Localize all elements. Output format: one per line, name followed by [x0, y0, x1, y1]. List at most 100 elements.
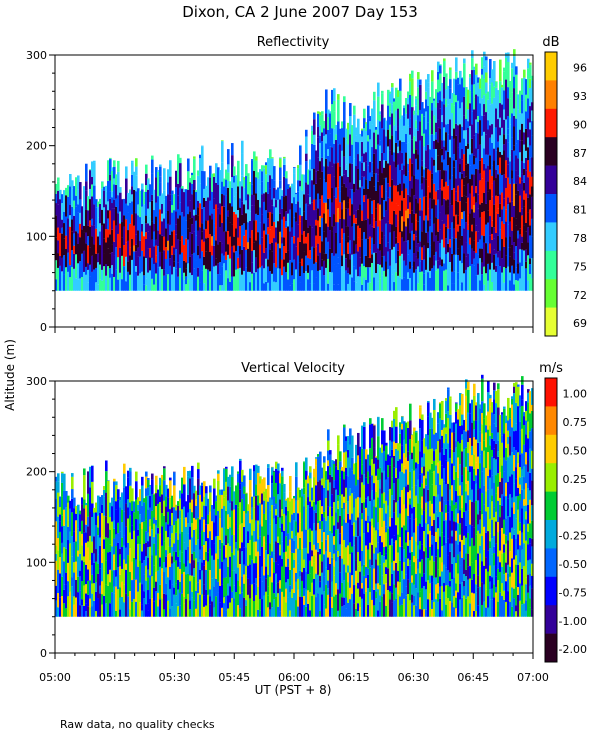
vertical-velocity-cell — [59, 531, 62, 558]
vertical-velocity-cell — [381, 472, 384, 494]
vertical-velocity-cell — [155, 534, 158, 556]
reflectivity-cell — [353, 139, 356, 159]
reflectivity-cell — [329, 248, 332, 272]
vertical-velocity-cell — [351, 575, 354, 594]
reflectivity-cell — [337, 222, 340, 242]
vertical-velocity-cell — [61, 482, 64, 497]
reflectivity-cell — [191, 172, 194, 176]
vertical-velocity-cell — [253, 563, 256, 584]
vertical-velocity-cell — [249, 540, 252, 556]
vertical-velocity-cell — [311, 556, 314, 567]
reflectivity-cell — [377, 281, 380, 291]
reflectivity-cell — [435, 172, 438, 192]
reflectivity-cell — [269, 212, 272, 230]
reflectivity-cell — [165, 195, 168, 213]
reflectivity-cell — [289, 260, 292, 286]
reflectivity-cell — [281, 243, 284, 260]
vertical-velocity-cell — [283, 483, 286, 493]
reflectivity-cell — [459, 284, 462, 291]
reflectivity-cell — [435, 260, 438, 271]
vertical-velocity-cell — [471, 455, 474, 467]
vertical-velocity-cell — [327, 466, 330, 480]
vertical-velocity-cell — [189, 508, 192, 527]
vertical-velocity-cell — [485, 557, 488, 569]
vertical-velocity-cell — [143, 574, 146, 592]
reflectivity-cell — [323, 128, 326, 136]
vertical-velocity-cell — [105, 516, 108, 538]
vertical-velocity-cell — [411, 440, 414, 453]
reflectivity-cell — [401, 129, 404, 142]
reflectivity-cell — [529, 171, 532, 195]
vertical-velocity-cell — [107, 498, 110, 524]
vertical-velocity-cell — [489, 425, 492, 436]
reflectivity-cell — [479, 180, 482, 205]
vertical-velocity-cell — [297, 548, 300, 564]
reflectivity-cell — [491, 281, 494, 291]
reflectivity-cell — [129, 247, 132, 256]
reflectivity-cell — [433, 149, 436, 160]
reflectivity-cell — [133, 212, 136, 226]
reflectivity-cell — [505, 209, 508, 222]
reflectivity-cell — [403, 159, 406, 166]
reflectivity-cell — [387, 163, 390, 184]
vertical-velocity-cell — [297, 513, 300, 533]
reflectivity-cell — [447, 252, 450, 265]
vertical-velocity-cell — [111, 546, 114, 571]
vertical-velocity-cell — [139, 590, 142, 603]
reflectivity-cell — [497, 208, 500, 214]
reflectivity-cell — [235, 251, 238, 270]
reflectivity-cell — [253, 194, 256, 206]
reflectivity-cell — [469, 147, 472, 155]
reflectivity-cell — [265, 281, 268, 291]
reflectivity-cell — [317, 113, 320, 127]
vertical-velocity-cell — [353, 585, 356, 604]
reflectivity-cell — [513, 76, 516, 89]
reflectivity-cell — [201, 146, 204, 154]
reflectivity-cell — [467, 229, 470, 254]
reflectivity-cell — [395, 272, 398, 291]
vertical-velocity-cell — [351, 435, 354, 437]
reflectivity-cell — [491, 69, 494, 83]
reflectivity-cell — [445, 214, 448, 227]
vertical-velocity-cell — [473, 593, 476, 611]
vertical-velocity-cell — [243, 583, 246, 598]
vertical-velocity-cell — [77, 556, 80, 577]
reflectivity-cell — [289, 186, 292, 188]
reflectivity-cell — [503, 134, 506, 145]
vertical-velocity-cell — [67, 520, 70, 527]
reflectivity-cell — [213, 266, 216, 291]
vertical-velocity-cell — [321, 541, 324, 562]
vertical-velocity-cell — [441, 429, 444, 436]
vertical-velocity-cell — [97, 554, 100, 564]
vertical-velocity-cell — [287, 597, 290, 617]
reflectivity-cell — [219, 262, 222, 275]
vertical-velocity-cell — [179, 605, 182, 617]
reflectivity-cell — [465, 110, 468, 119]
vertical-velocity-cell — [455, 597, 458, 609]
vertical-velocity-cell — [169, 497, 172, 510]
reflectivity-cell — [497, 213, 500, 236]
vertical-velocity-cell — [485, 432, 488, 448]
reflectivity-cell — [493, 148, 496, 161]
reflectivity-cell — [377, 96, 380, 121]
reflectivity-cell — [351, 241, 354, 255]
reflectivity-cell — [225, 169, 228, 180]
reflectivity-cell — [67, 185, 70, 197]
vertical-velocity-cell — [445, 398, 448, 401]
reflectivity-cell — [71, 206, 74, 220]
vertical-velocity-cell — [61, 526, 64, 543]
vertical-velocity-cell — [233, 555, 236, 571]
vertical-velocity-cell — [321, 594, 324, 617]
reflectivity-cell — [389, 248, 392, 266]
reflectivity-cell — [505, 221, 508, 238]
reflectivity-cell — [317, 137, 320, 158]
reflectivity-cell — [367, 135, 370, 142]
vertical-velocity-cell — [229, 577, 232, 587]
reflectivity-cell — [111, 197, 114, 204]
vertical-velocity-cell — [223, 468, 226, 469]
vertical-velocity-cell — [485, 425, 488, 433]
vertical-velocity-cell — [239, 586, 242, 595]
reflectivity-cell — [495, 81, 498, 88]
reflectivity-cell — [319, 215, 322, 228]
vertical-velocity-cell — [247, 510, 250, 532]
